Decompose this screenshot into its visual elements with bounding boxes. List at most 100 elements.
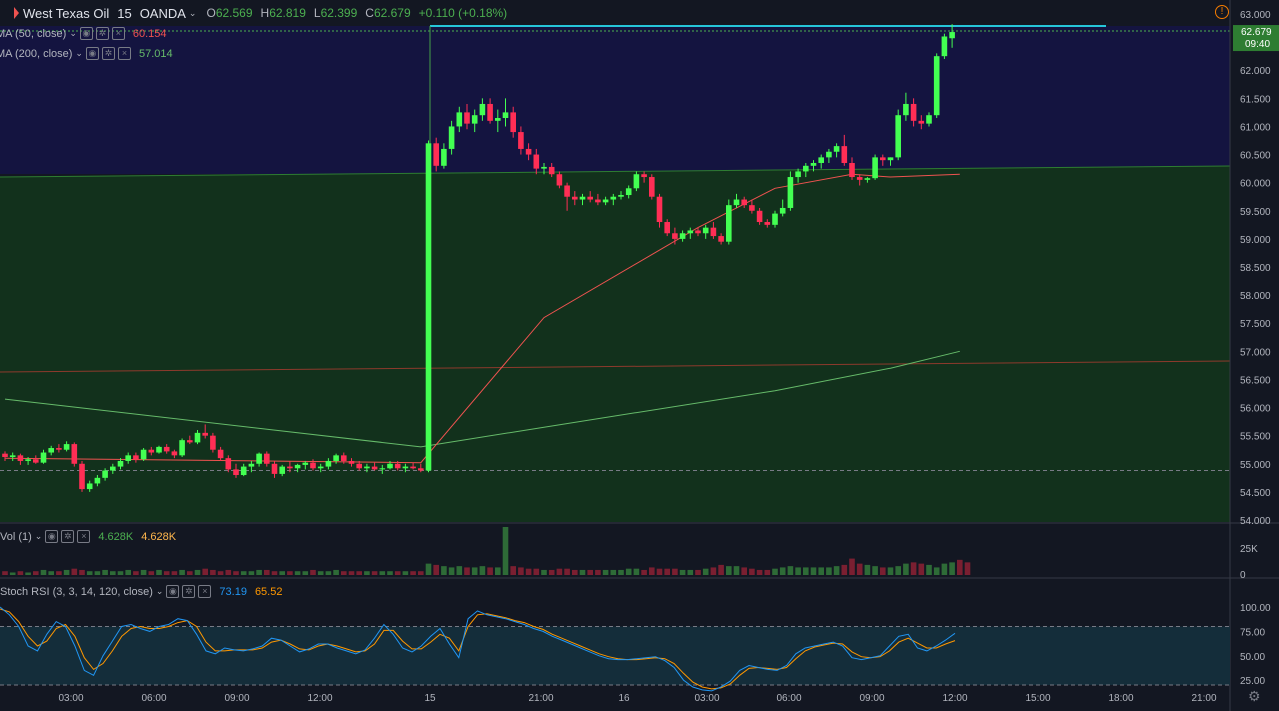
time-tick-label: 06:00: [776, 693, 801, 704]
volume-bar: [163, 571, 170, 575]
volume-bar: [110, 571, 116, 575]
interval-label[interactable]: 15: [117, 5, 132, 21]
candle: [810, 162, 817, 166]
candle: [926, 115, 932, 124]
volume-bar: [587, 569, 593, 575]
volume-bar: [718, 564, 724, 575]
volume-bar: [248, 571, 255, 575]
candle: [795, 171, 801, 178]
candle: [302, 462, 309, 465]
candle: [418, 468, 424, 471]
ma200-legend[interactable]: MA (200, close) ⌄ ◉ ✲ × 57.014: [0, 47, 173, 60]
eye-icon[interactable]: ◉: [79, 27, 93, 40]
ohlc-low: L62.399: [313, 6, 358, 20]
volume-bar: [302, 571, 309, 575]
candle: [333, 455, 339, 461]
chevron-down-icon[interactable]: ⌄: [75, 48, 83, 58]
volume-bar: [233, 571, 239, 575]
volume-bar: [726, 566, 732, 575]
candle: [94, 477, 101, 484]
ma50-legend[interactable]: MA (50, close) ⌄ ◉ ✲ × 60.154: [0, 27, 167, 40]
candle: [63, 444, 70, 450]
volume-bar: [833, 566, 840, 575]
price-tick-label: 57.500: [1240, 319, 1271, 330]
candle: [279, 466, 285, 474]
level-line: [0, 360, 1231, 373]
candle: [117, 460, 124, 467]
ma50-value: 60.154: [132, 27, 167, 40]
candle: [641, 174, 647, 178]
exchange-label: OANDA: [139, 5, 186, 21]
eye-icon[interactable]: ◉: [166, 585, 180, 598]
candle: [287, 466, 293, 469]
chevron-down-icon[interactable]: ⌄: [155, 586, 164, 596]
volume-bar: [672, 568, 678, 575]
candle: [556, 174, 563, 186]
candle: [495, 118, 501, 121]
candle: [756, 210, 763, 223]
price-tick-label: 55.500: [1240, 432, 1271, 443]
volume-bar: [425, 563, 432, 575]
candle: [710, 227, 717, 237]
candle: [949, 32, 955, 39]
settings-icon[interactable]: ✲: [95, 27, 109, 40]
chevron-down-icon[interactable]: ⌄: [69, 28, 77, 38]
settings-icon[interactable]: ✲: [61, 530, 75, 543]
volume-bar: [864, 564, 871, 575]
chevron-down-icon[interactable]: ⌄: [188, 7, 197, 18]
price-tick-label: 61.000: [1240, 122, 1271, 133]
candle: [625, 188, 632, 196]
symbol-name[interactable]: West Texas Oil: [23, 5, 110, 21]
volume-bar: [279, 571, 285, 575]
volume-bar: [364, 571, 370, 575]
close-icon[interactable]: ×: [198, 585, 212, 598]
volume-bar: [210, 569, 216, 575]
candle: [441, 148, 447, 166]
volume-bar: [140, 569, 147, 575]
volume-bar: [148, 571, 155, 575]
chevron-down-icon[interactable]: ⌄: [34, 531, 43, 541]
candle: [656, 196, 663, 223]
candle: [387, 463, 393, 469]
stoch-tick-label: 75.00: [1240, 627, 1265, 638]
volume-bar: [125, 569, 131, 575]
volume-bar: [957, 559, 963, 575]
candle: [587, 196, 593, 200]
eye-icon[interactable]: ◉: [85, 47, 99, 60]
candle: [410, 466, 416, 469]
time-tick-label: 06:00: [141, 693, 166, 704]
volume-legend[interactable]: Vol (1) ⌄ ◉ ✲ × 4.628K 4.628K: [0, 530, 176, 543]
candle: [633, 174, 640, 189]
price-tick-label: 58.000: [1240, 291, 1271, 302]
stoch-legend[interactable]: Stoch RSI (3, 3, 14, 120, close) ⌄ ◉ ✲ × 7…: [0, 585, 282, 598]
settings-icon[interactable]: ✲: [182, 585, 196, 598]
volume-ma-value: 4.628K: [141, 530, 177, 543]
candle: [156, 446, 162, 453]
volume-bar: [564, 568, 570, 575]
eye-icon[interactable]: ◉: [45, 530, 59, 543]
alert-icon[interactable]: !: [1215, 5, 1229, 19]
volume-bar: [79, 569, 85, 575]
candle: [726, 205, 732, 242]
candle: [217, 449, 224, 459]
close-icon[interactable]: ×: [117, 47, 131, 60]
candle: [787, 177, 794, 208]
candle: [9, 455, 16, 458]
ma50-label: MA (50, close): [0, 27, 67, 40]
volume-bar: [541, 569, 547, 575]
candle: [502, 112, 509, 119]
close-icon[interactable]: ×: [111, 27, 125, 40]
volume-bar: [456, 566, 463, 575]
candle: [602, 199, 609, 203]
volume-bar: [294, 571, 301, 575]
time-tick-label: 21:00: [1191, 693, 1216, 704]
gear-icon[interactable]: ⚙: [1248, 688, 1261, 704]
candle: [264, 453, 270, 464]
settings-icon[interactable]: ✲: [101, 47, 115, 60]
close-icon[interactable]: ×: [77, 530, 91, 543]
candle: [356, 463, 362, 469]
candle: [256, 453, 262, 464]
candle: [194, 432, 201, 443]
volume-bar: [441, 566, 447, 575]
